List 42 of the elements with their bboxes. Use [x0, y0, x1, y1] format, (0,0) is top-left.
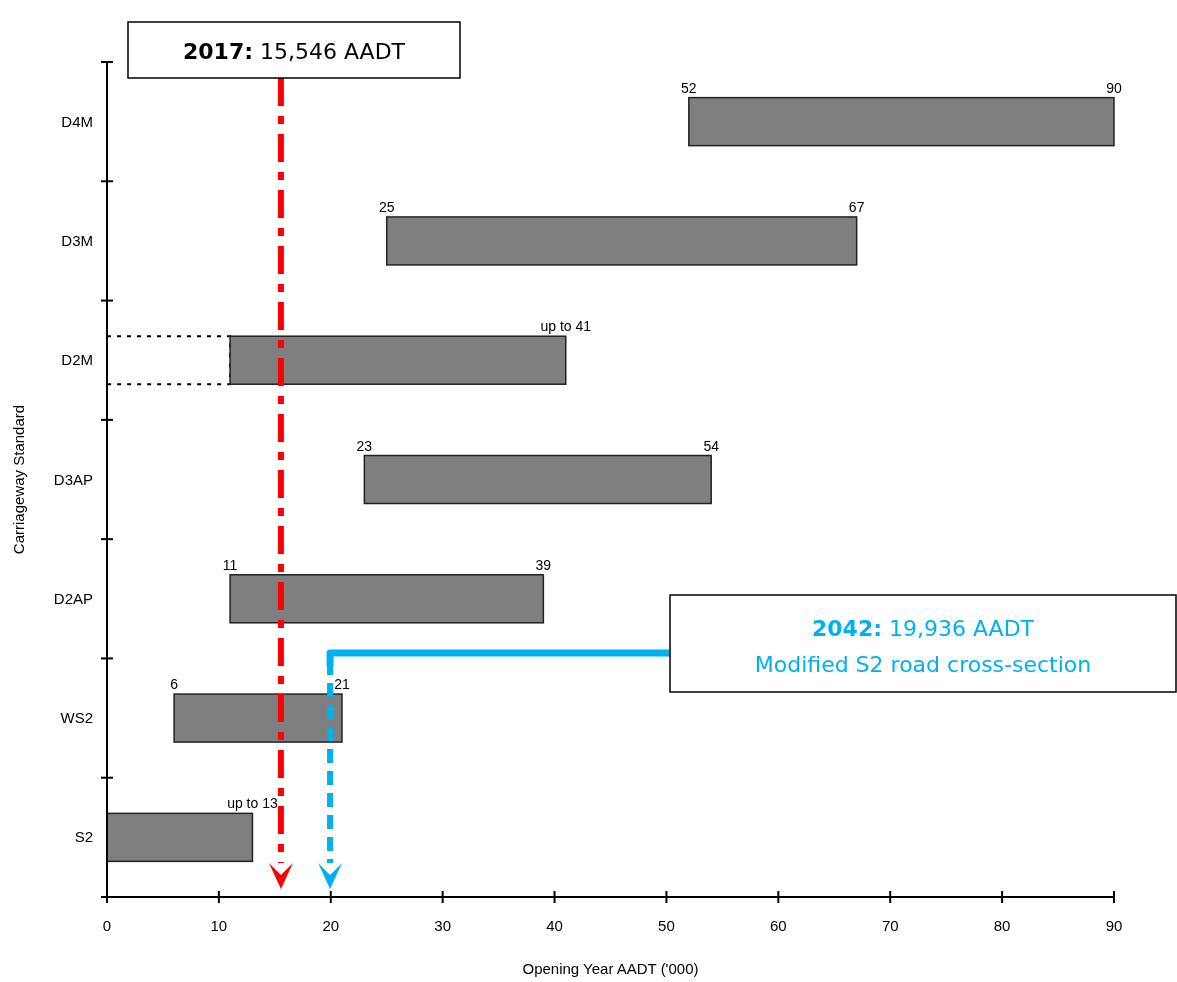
annotation: 11: [222, 556, 238, 573]
x-tick-label: 70: [881, 917, 899, 934]
bar: [688, 96, 1115, 147]
annotation: 90: [1106, 79, 1122, 96]
x-tick-label: 30: [434, 917, 452, 934]
annotation: 6: [170, 676, 179, 693]
x-tick-label: 90: [1105, 917, 1123, 934]
annotation: 23: [356, 437, 373, 454]
annotation: 25: [378, 198, 395, 215]
x-tick-label: 60: [769, 917, 787, 934]
x-tick-label: 40: [546, 917, 563, 934]
label-box: 2042: 19,936 AADT Modified S2 road cross-section: [669, 594, 1177, 693]
ref-line-label: 2017: 15,546 AADT: [182, 39, 406, 64]
label-box: 2017: 15,546 AADT: [127, 21, 461, 79]
x-tick-label: 0: [102, 917, 112, 934]
annotation: 52: [681, 79, 697, 96]
x-tick-label: 50: [658, 917, 675, 934]
annotation: up to 41: [540, 318, 592, 335]
ref-line-label: 2042: 19,936 AADT Modified S2 road cross-section: [754, 616, 1092, 677]
bar: [173, 693, 343, 743]
y-tick-label: D4M: [61, 112, 93, 130]
y-tick-label: D2M: [61, 351, 93, 369]
annotation: up to 13: [227, 795, 278, 812]
x-tick-label: 10: [210, 917, 228, 934]
bar: [385, 216, 858, 266]
annotation: 54: [703, 437, 720, 454]
bar: [229, 574, 545, 624]
x-tick-label: 20: [322, 917, 340, 934]
y-tick-label: D2AP: [53, 589, 93, 607]
annotation: 21: [334, 676, 350, 693]
y-tick-label: D3M: [61, 231, 93, 249]
annotation: 39: [535, 556, 552, 573]
x-axis-title: Opening Year AADT ('000): [522, 960, 699, 977]
y-tick-label: WS2: [60, 709, 93, 727]
y-axis-title: Carriageway Standard: [10, 404, 27, 555]
y-tick-label: S2: [74, 828, 93, 846]
bar: [106, 812, 254, 863]
y-tick-label: D3AP: [53, 470, 93, 488]
x-tick-label: 80: [993, 917, 1011, 934]
bar: [363, 454, 712, 505]
bar: [229, 335, 567, 385]
annotation: 67: [848, 198, 865, 215]
